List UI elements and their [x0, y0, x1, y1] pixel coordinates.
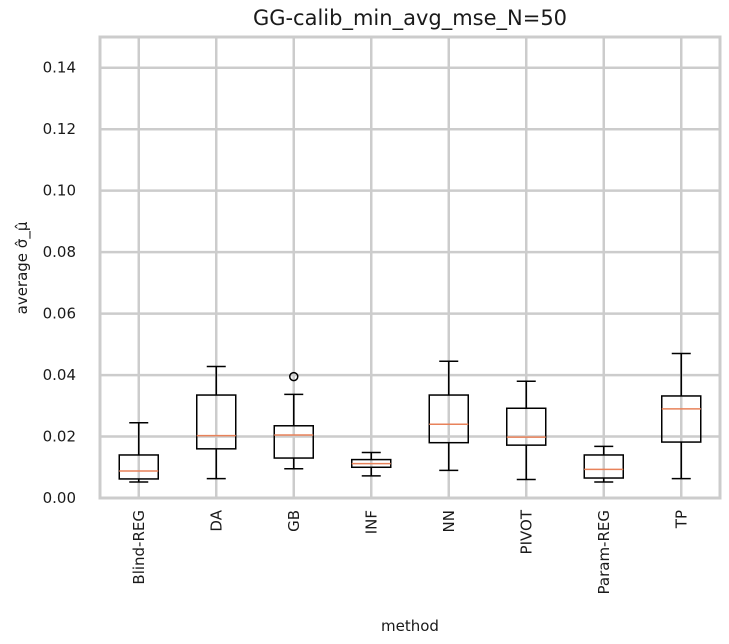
outlier-point [289, 371, 299, 382]
y-tick-label: 0.06 [43, 305, 76, 323]
x-tick-label: INF [362, 510, 380, 534]
x-tick-label: Param-REG [595, 510, 613, 594]
y-tick-label: 0.08 [43, 243, 76, 261]
y-tick-label: 0.12 [43, 120, 76, 138]
y-tick-label: 0.02 [43, 428, 76, 446]
y-tick-label: 0.10 [43, 182, 76, 200]
x-tick-label: PIVOT [517, 509, 535, 554]
chart-title: GG-calib_min_avg_mse_N=50 [252, 6, 568, 30]
box-pivot [506, 407, 547, 446]
box-nn [428, 394, 469, 444]
box-blind-reg [118, 454, 159, 480]
box-gb [273, 425, 314, 459]
y-axis-label: average σ̂_μ̂ [13, 221, 31, 315]
y-tick-label: 0.14 [43, 59, 76, 77]
plot-frame [98, 35, 722, 500]
x-tick-label: NN [440, 510, 458, 532]
box-da [196, 394, 237, 450]
x-tick-label: TP [672, 510, 690, 529]
y-tick-label: 0.00 [43, 489, 76, 507]
x-tick-label: GB [285, 510, 303, 532]
box-tp [661, 395, 702, 443]
y-tick-label: 0.04 [43, 366, 76, 384]
x-tick-label: DA [207, 509, 225, 531]
x-axis-label: method [381, 617, 439, 635]
box-param-reg [583, 454, 624, 479]
x-tick-label: Blind-REG [130, 510, 148, 585]
